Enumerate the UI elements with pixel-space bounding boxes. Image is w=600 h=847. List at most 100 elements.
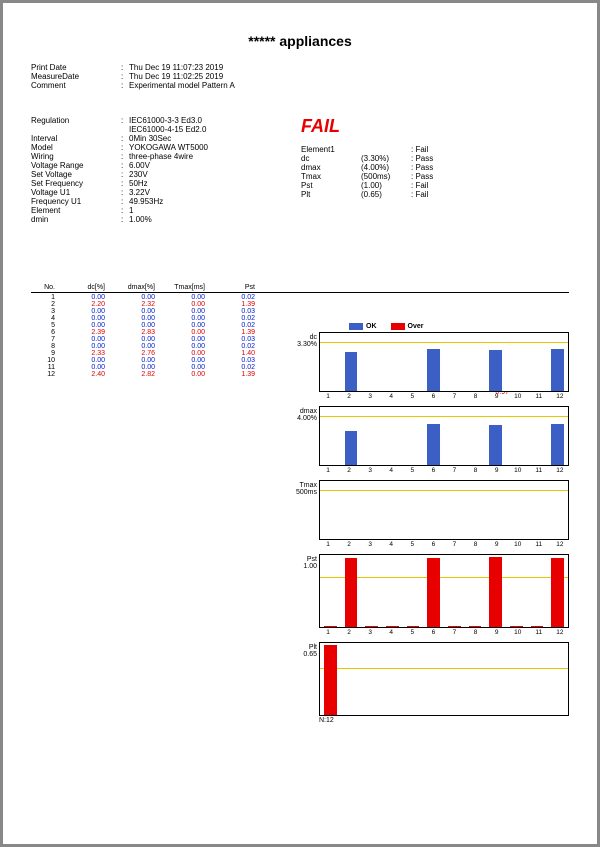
chart-dmax: dmax4.00%123456789101112 xyxy=(319,406,569,474)
meta-value: Thu Dec 19 11:07:23 2019 xyxy=(129,63,569,72)
chart-bar xyxy=(489,557,501,627)
chart-xaxis: 123456789101112 xyxy=(319,628,569,636)
meta-label: Wiring xyxy=(31,152,121,161)
status-row: Plt(0.65): Fail xyxy=(301,190,569,199)
meta-value: 1.00% xyxy=(129,215,301,224)
chart-xaxis: 123456789101112 xyxy=(319,466,569,474)
meta-value: three-phase 4wire xyxy=(129,152,301,161)
meta-row: Regulation:IEC61000-3-3 Ed3.0 xyxy=(31,116,301,125)
table-row: 10.000.000.000.02 xyxy=(31,294,569,301)
meta-row: Element:1 xyxy=(31,206,301,215)
chart-bar xyxy=(407,626,419,627)
meta-value: 0Min 30Sec xyxy=(129,134,301,143)
meta-row: Wiring:three-phase 4wire xyxy=(31,152,301,161)
meta-label: Print Date xyxy=(31,63,121,72)
meta-row: Voltage Range:6.00V xyxy=(31,161,301,170)
meta-row: Comment:Experimental model Pattern A xyxy=(31,81,569,90)
chart-bar xyxy=(427,349,439,391)
charts-area: OK Over dc3.30%123456789101112dmax4.00%1… xyxy=(319,323,569,730)
meta-value: Thu Dec 19 11:02:25 2019 xyxy=(129,72,569,81)
meta-row: dmin:1.00% xyxy=(31,215,301,224)
meta-left: Regulation:IEC61000-3-3 Ed3.0IEC61000-4-… xyxy=(31,116,301,224)
page-title: ***** appliances xyxy=(31,33,569,49)
chart-label: dmax4.00% xyxy=(291,408,317,422)
table-row: 30.000.000.000.03 xyxy=(31,308,569,315)
chart-bar xyxy=(489,425,501,465)
chart-bar xyxy=(489,350,501,391)
meta-row: Interval:0Min 30Sec xyxy=(31,134,301,143)
chart-bar xyxy=(365,626,377,627)
chart-label: Tmax500ms xyxy=(291,482,317,496)
chart-label: Pst1.00 xyxy=(291,556,317,570)
chart-bar xyxy=(324,645,336,715)
chart-bar xyxy=(386,626,398,627)
table-row: 22.202.320.001.39 xyxy=(31,301,569,308)
chart-bar xyxy=(427,558,439,627)
chart-bar xyxy=(448,626,460,627)
meta-label: Voltage U1 xyxy=(31,188,121,197)
meta-label xyxy=(31,125,121,134)
meta-row: Voltage U1:3.22V xyxy=(31,188,301,197)
chart-plt: Plt0.65N:12 xyxy=(319,642,569,724)
status-row: Pst(1.00): Fail xyxy=(301,181,569,190)
meta-value: 6.00V xyxy=(129,161,301,170)
meta-label: Comment xyxy=(31,81,121,90)
chart-bar xyxy=(345,558,357,627)
meta-value: 230V xyxy=(129,170,301,179)
meta-value: 50Hz xyxy=(129,179,301,188)
meta-label: Frequency U1 xyxy=(31,197,121,206)
meta-label: Voltage Range xyxy=(31,161,121,170)
meta-row: IEC61000-4-15 Ed2.0 xyxy=(31,125,301,134)
status-row: dmax(4.00%): Pass xyxy=(301,163,569,172)
chart-bar xyxy=(345,431,357,465)
chart-legend: OK Over xyxy=(349,323,569,330)
chart-bar xyxy=(531,626,543,627)
meta-value: YOKOGAWA WT5000 xyxy=(129,143,301,152)
chart-pst: Pst1.00123456789101112 xyxy=(319,554,569,636)
chart-bar xyxy=(345,352,357,391)
meta-row: MeasureDate:Thu Dec 19 11:02:25 2019 xyxy=(31,72,569,81)
status-row: Element1: Fail xyxy=(301,145,569,154)
meta-label: Regulation xyxy=(31,116,121,125)
meta-value: 3.22V xyxy=(129,188,301,197)
chart-bar xyxy=(551,349,563,391)
meta-label: Interval xyxy=(31,134,121,143)
chart-xaxis: 123456789101112 xyxy=(319,540,569,548)
meta-label: Element xyxy=(31,206,121,215)
meta-row: Frequency U1:49.953Hz xyxy=(31,197,301,206)
meta-label: dmin xyxy=(31,215,121,224)
meta-row: Set Frequency:50Hz xyxy=(31,179,301,188)
chart-bar xyxy=(551,558,563,627)
chart-bar xyxy=(510,626,522,627)
chart-tmax: Tmax500ms123456789101112 xyxy=(319,480,569,548)
status-row: Tmax(500ms): Pass xyxy=(301,172,569,181)
meta-value: IEC61000-4-15 Ed2.0 xyxy=(129,125,301,134)
chart-xaxis: 123456789101112 xyxy=(319,392,569,400)
chart-label: dc3.30% xyxy=(291,334,317,348)
status-rows: Element1: Faildc(3.30%): Passdmax(4.00%)… xyxy=(301,145,569,199)
meta-label: Set Voltage xyxy=(31,170,121,179)
meta-value: Experimental model Pattern A xyxy=(129,81,569,90)
chart-bar xyxy=(551,424,563,465)
chart-bar xyxy=(324,626,336,627)
meta-value: 49.953Hz xyxy=(129,197,301,206)
chart-bar xyxy=(427,424,439,465)
meta-top: Print Date:Thu Dec 19 11:07:23 2019Measu… xyxy=(31,63,569,90)
meta-label: Set Frequency xyxy=(31,179,121,188)
chart-nlabel: N:12 xyxy=(319,717,569,724)
status-row: dc(3.30%): Pass xyxy=(301,154,569,163)
meta-row: Model:YOKOGAWA WT5000 xyxy=(31,143,301,152)
table-row: 40.000.000.000.02 xyxy=(31,315,569,322)
meta-label: MeasureDate xyxy=(31,72,121,81)
meta-row: Print Date:Thu Dec 19 11:07:23 2019 xyxy=(31,63,569,72)
meta-value: IEC61000-3-3 Ed3.0 xyxy=(129,116,301,125)
chart-dc: dc3.30%123456789101112 xyxy=(319,332,569,400)
meta-value: 1 xyxy=(129,206,301,215)
chart-label: Plt0.65 xyxy=(291,644,317,658)
legend-over: Over xyxy=(408,323,424,330)
legend-ok: OK xyxy=(366,323,377,330)
meta-label: Model xyxy=(31,143,121,152)
meta-row: Set Voltage:230V xyxy=(31,170,301,179)
status-verdict: FAIL xyxy=(301,116,569,137)
chart-bar xyxy=(469,626,481,627)
